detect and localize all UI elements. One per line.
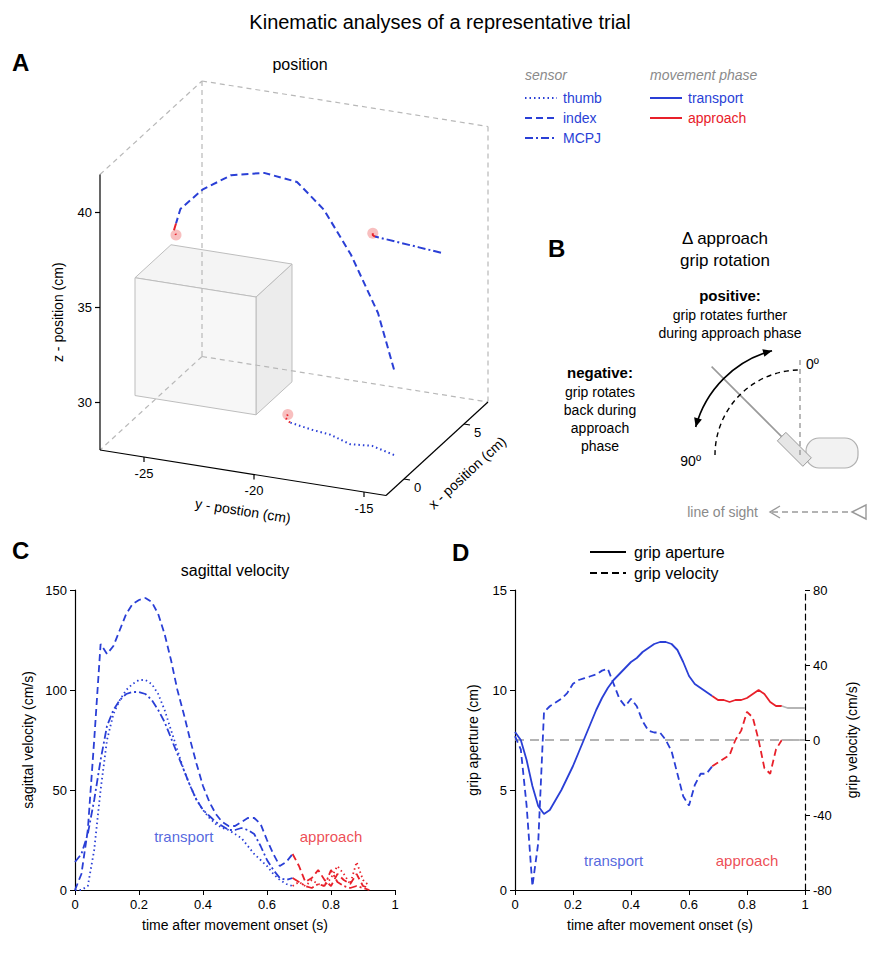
svg-text:x - position (cm): x - position (cm): [425, 433, 509, 512]
svg-text:0.2: 0.2: [130, 897, 148, 912]
svg-text:0.8: 0.8: [322, 897, 340, 912]
svg-text:negative:: negative:: [567, 364, 633, 381]
svg-text:y - postion (cm): y - postion (cm): [194, 495, 292, 526]
svg-text:0.6: 0.6: [680, 897, 698, 912]
svg-text:-15: -15: [355, 501, 374, 516]
svg-text:line of sight: line of sight: [687, 504, 758, 520]
svg-text:sagittal velocity: sagittal velocity: [181, 562, 290, 579]
svg-text:MCPJ: MCPJ: [563, 130, 601, 146]
svg-text:approach: approach: [300, 828, 363, 845]
svg-text:90º: 90º: [680, 453, 701, 469]
svg-text:80: 80: [813, 583, 827, 598]
svg-text:grip velocity: grip velocity: [634, 565, 718, 582]
svg-text:grip rotates further: grip rotates further: [673, 307, 788, 323]
svg-text:transport: transport: [154, 828, 214, 845]
svg-text:0: 0: [414, 480, 421, 495]
svg-text:B: B: [548, 235, 565, 262]
svg-text:position: position: [272, 56, 327, 73]
svg-text:-20: -20: [245, 483, 264, 498]
svg-text:A: A: [12, 49, 29, 76]
svg-text:0.6: 0.6: [258, 897, 276, 912]
svg-text:movement phase: movement phase: [650, 67, 758, 83]
svg-text:back during: back during: [564, 402, 636, 418]
svg-text:0: 0: [60, 883, 67, 898]
svg-text:100: 100: [45, 683, 67, 698]
svg-text:approach: approach: [571, 420, 629, 436]
svg-text:-40: -40: [813, 808, 832, 823]
svg-text:approach: approach: [716, 852, 779, 869]
svg-text:0: 0: [813, 733, 820, 748]
svg-text:sensor: sensor: [525, 67, 568, 83]
svg-text:1: 1: [801, 897, 808, 912]
svg-text:150: 150: [45, 583, 67, 598]
svg-text:0º: 0º: [806, 356, 819, 372]
svg-text:transport: transport: [584, 852, 644, 869]
svg-text:grip aperture (cm): grip aperture (cm): [465, 684, 481, 795]
svg-text:0: 0: [71, 897, 78, 912]
svg-text:-80: -80: [813, 883, 832, 898]
svg-text:0.8: 0.8: [738, 897, 756, 912]
svg-text:during approach phase: during approach phase: [658, 325, 801, 341]
svg-text:35: 35: [78, 300, 92, 315]
svg-text:phase: phase: [581, 438, 619, 454]
svg-text:30: 30: [78, 395, 92, 410]
svg-text:0.4: 0.4: [622, 897, 640, 912]
svg-text:positive:: positive:: [699, 287, 761, 304]
svg-text:5: 5: [474, 425, 481, 440]
svg-text:Δ approach: Δ approach: [682, 229, 768, 248]
svg-text:index: index: [563, 110, 596, 126]
svg-text:D: D: [452, 539, 469, 566]
svg-text:grip rotation: grip rotation: [680, 251, 770, 270]
svg-text:-25: -25: [135, 466, 154, 481]
svg-text:time after movement onset (s): time after movement onset (s): [142, 917, 328, 933]
svg-text:z - position (cm): z - position (cm): [50, 262, 66, 362]
svg-text:50: 50: [53, 783, 67, 798]
svg-text:0: 0: [500, 883, 507, 898]
svg-text:10: 10: [493, 683, 507, 698]
svg-text:approach: approach: [688, 110, 746, 126]
svg-text:40: 40: [813, 658, 827, 673]
svg-text:15: 15: [493, 583, 507, 598]
svg-text:0.2: 0.2: [564, 897, 582, 912]
svg-text:1: 1: [391, 897, 398, 912]
svg-text:grip aperture: grip aperture: [634, 544, 725, 561]
svg-text:thumb: thumb: [563, 90, 602, 106]
svg-text:transport: transport: [688, 90, 743, 106]
svg-text:C: C: [12, 537, 29, 564]
svg-text:time after movement onset (s): time after movement onset (s): [567, 917, 753, 933]
svg-text:0.4: 0.4: [194, 897, 212, 912]
svg-text:grip velocity (cm/s): grip velocity (cm/s): [844, 682, 860, 799]
svg-text:5: 5: [500, 783, 507, 798]
svg-text:Kinematic analyses of a repres: Kinematic analyses of a representative t…: [249, 11, 630, 33]
svg-text:0: 0: [511, 897, 518, 912]
svg-text:40: 40: [78, 205, 92, 220]
svg-text:sagittal velocity (cm/s): sagittal velocity (cm/s): [20, 671, 36, 809]
svg-text:grip rotates: grip rotates: [565, 384, 635, 400]
